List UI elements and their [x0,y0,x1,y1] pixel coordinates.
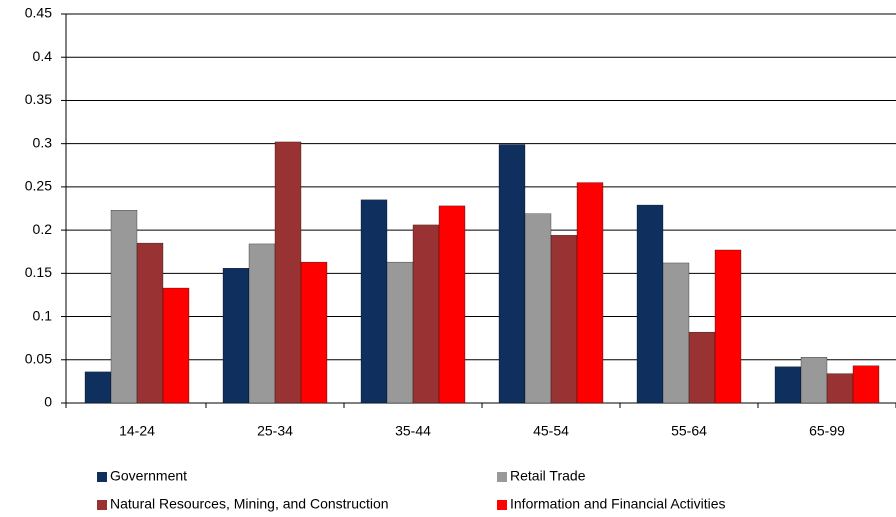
legend-swatch [97,472,107,482]
bar [110,210,138,404]
y-tick-label: 0 [44,394,52,410]
bar [800,357,828,404]
bar [274,141,302,404]
bar [636,204,664,404]
bar [84,371,112,404]
y-tick-label: 0.05 [25,350,52,366]
y-tick-label: 0.1 [33,307,53,323]
bar [136,242,164,404]
legend-label: Information and Financial Activities [510,496,726,512]
bar [360,199,388,404]
x-tick-label: 35-44 [395,423,431,439]
y-tick-label: 0.35 [25,91,52,107]
bar [774,366,802,404]
legend-swatch [497,500,507,510]
bar [412,224,440,404]
x-tick-label: 14-24 [119,423,155,439]
x-tick-label: 65-99 [809,423,845,439]
bar [714,249,742,404]
x-tick-label: 55-64 [671,423,707,439]
bar [852,365,880,404]
y-tick-label: 0.25 [25,178,52,194]
x-tick-label: 45-54 [533,423,569,439]
bar [248,243,276,404]
y-tick-label: 0.4 [33,48,53,64]
bar [550,235,578,404]
bar [386,261,414,404]
bar [300,261,328,404]
y-tick-label: 0.45 [25,5,52,21]
bar [688,331,716,404]
bar [438,205,466,404]
bar [524,213,552,404]
legend-swatch [497,472,507,482]
bar [576,182,604,404]
legend-label: Natural Resources, Mining, and Construct… [110,496,389,512]
legend-swatch [97,500,107,510]
bar [222,267,250,404]
legend-label: Government [110,468,187,484]
bar [498,144,526,404]
bar [162,287,190,404]
x-tick-label: 25-34 [257,423,293,439]
y-tick-label: 0.15 [25,264,52,280]
y-tick-label: 0.3 [33,134,53,150]
bar [826,373,854,404]
y-tick-label: 0.2 [33,221,53,237]
bar [662,262,690,404]
legend-label: Retail Trade [510,468,586,484]
